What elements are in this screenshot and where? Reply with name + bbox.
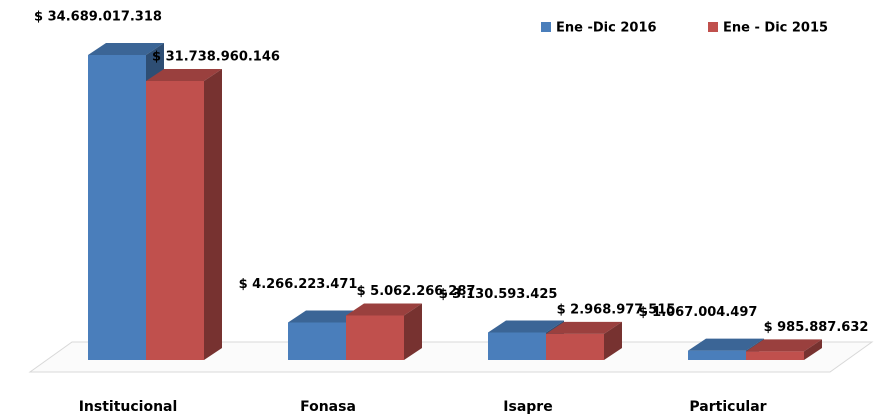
legend-label: Ene - Dic 2015 — [723, 21, 828, 36]
bar-face — [204, 68, 222, 360]
bar-face — [288, 310, 364, 323]
value-label: $ 985.887.632 — [764, 320, 869, 335]
bar-face — [288, 322, 346, 360]
x-tick-label: Institucional — [79, 399, 178, 415]
value-label: $ 4.266.223.471 — [239, 277, 358, 292]
value-label: $ 5.062.266.287 — [357, 284, 476, 299]
bar-face — [146, 80, 204, 360]
bar — [546, 321, 622, 360]
bar-face — [88, 43, 164, 55]
bar-face — [488, 332, 546, 360]
bar-face — [546, 321, 622, 334]
legend-label: Ene -Dic 2016 — [556, 21, 657, 36]
bar-face — [346, 303, 422, 316]
floor — [28, 341, 874, 373]
bar-face — [746, 351, 804, 360]
value-label: $ 2.968.977.515 — [557, 302, 676, 317]
bar-face — [804, 339, 822, 360]
value-label: $ 3.130.593.425 — [439, 287, 558, 302]
x-tick-label: Fonasa — [300, 399, 356, 415]
value-label: $ 34.689.017.318 — [34, 10, 162, 25]
bar-face — [88, 55, 146, 360]
value-label: $ 31.738.960.146 — [152, 49, 280, 64]
bar — [746, 339, 822, 360]
value-label: $ 1.067.004.497 — [639, 305, 758, 320]
x-tick-label: Particular — [689, 399, 766, 415]
x-tick-label: Isapre — [503, 399, 552, 415]
legend-swatch — [541, 22, 551, 32]
bar-face — [546, 333, 604, 360]
bar-face — [604, 321, 622, 360]
bar-face — [688, 350, 746, 360]
bar — [146, 68, 222, 360]
bar-face — [404, 303, 422, 360]
bar — [346, 303, 422, 360]
bar-face — [688, 338, 764, 351]
bar-face — [346, 315, 404, 360]
bar-face — [488, 320, 564, 333]
bar-face — [146, 68, 222, 81]
bar-face — [746, 339, 822, 352]
legend-swatch — [708, 22, 718, 32]
